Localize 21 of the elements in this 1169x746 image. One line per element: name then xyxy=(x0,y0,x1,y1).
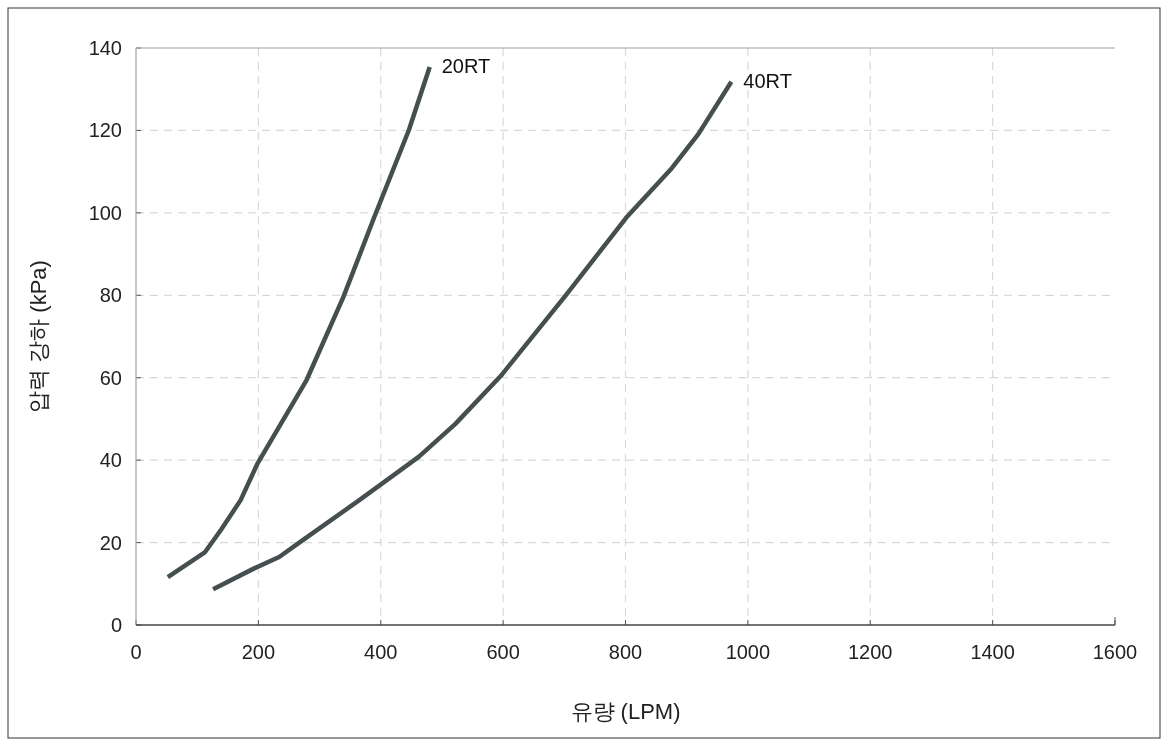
x-axis-title: 유량 (LPM) xyxy=(570,699,681,724)
y-tick-label: 140 xyxy=(88,37,122,59)
y-tick-label: 100 xyxy=(88,201,122,224)
series-label: 20RT xyxy=(441,54,491,77)
y-tick-label: 120 xyxy=(88,119,122,142)
y-tick-label: 80 xyxy=(99,284,122,307)
y-tick-label: 20 xyxy=(99,531,122,554)
x-tick-label: 200 xyxy=(241,641,276,663)
x-tick-label: 1000 xyxy=(725,641,771,663)
y-axis-title: 압력 강하 (kPa) xyxy=(26,260,51,413)
x-tick-label: 0 xyxy=(130,641,142,663)
series-label: 40RT xyxy=(743,69,792,92)
x-tick-label: 800 xyxy=(608,641,643,663)
x-tick-label: 1600 xyxy=(1092,641,1138,663)
x-tick-label: 1200 xyxy=(848,641,893,663)
x-tick-label: 600 xyxy=(486,641,520,663)
x-tick-label: 1400 xyxy=(970,641,1015,663)
x-tick-label: 400 xyxy=(364,641,398,663)
y-tick-label: 40 xyxy=(99,449,122,472)
y-tick-label: 0 xyxy=(110,614,122,636)
y-tick-label: 60 xyxy=(99,366,122,389)
